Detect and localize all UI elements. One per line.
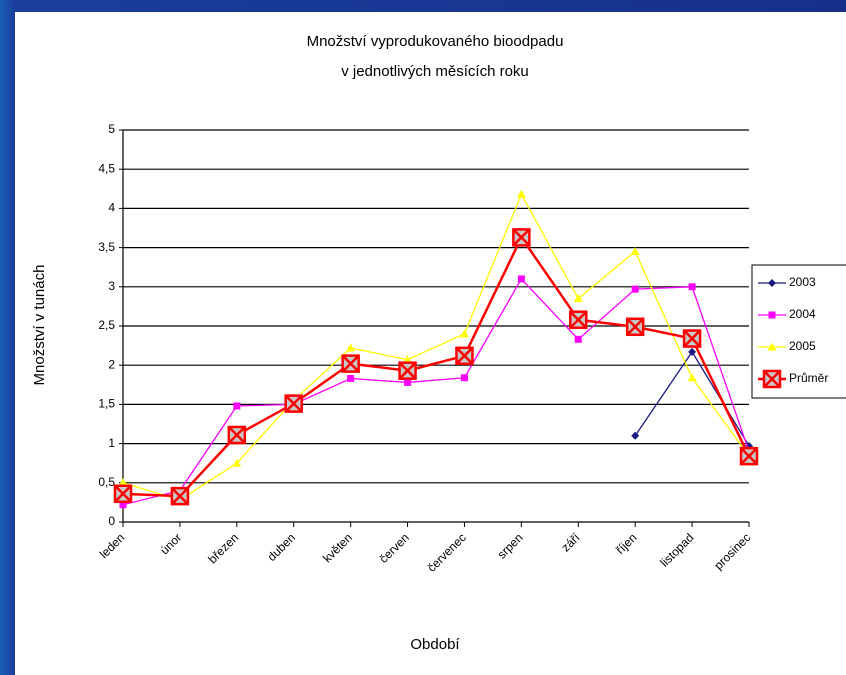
y-tick-label: 4,5 [98, 161, 115, 175]
y-tick-label: 1 [108, 436, 115, 450]
legend-label: 2005 [789, 339, 816, 353]
series-line [122, 277, 750, 506]
marker [516, 189, 526, 198]
marker-cross [456, 347, 473, 364]
marker [767, 342, 777, 351]
marker [460, 374, 468, 382]
series-line [122, 192, 750, 501]
marker-cross [115, 485, 131, 502]
marker [227, 425, 247, 445]
marker [232, 458, 242, 467]
marker [404, 378, 412, 386]
marker [768, 279, 776, 287]
marker-cross [513, 229, 530, 246]
chart-background [15, 12, 846, 675]
marker-cross [342, 355, 359, 372]
marker [284, 394, 303, 413]
marker [569, 310, 588, 329]
y-tick-label: 2 [108, 357, 115, 371]
y-tick-label: 2,5 [98, 318, 115, 332]
y-tick-label: 1,5 [98, 397, 115, 411]
marker [768, 311, 776, 319]
y-tick-label: 4 [108, 201, 115, 215]
marker-cross [684, 330, 700, 347]
legend-label: Průměr [789, 371, 828, 385]
marker-cross [172, 488, 188, 505]
marker-cross [741, 448, 757, 465]
marker [113, 484, 133, 504]
y-tick-label: 0,5 [98, 475, 115, 489]
marker [512, 228, 531, 247]
marker-cross [570, 311, 587, 328]
y-axis-title: Množství v tunách [31, 265, 48, 386]
marker [459, 329, 469, 338]
marker-cross [399, 362, 416, 379]
marker-cross [627, 318, 644, 335]
marker [119, 501, 127, 509]
marker [630, 247, 640, 256]
chart-subtitle: v jednotlivých měsících roku [341, 63, 529, 80]
marker [233, 402, 241, 410]
marker [574, 335, 582, 343]
marker [398, 361, 417, 380]
y-tick-label: 3,5 [98, 240, 115, 254]
marker [403, 355, 413, 364]
marker [573, 294, 583, 303]
marker [517, 275, 525, 283]
marker [762, 369, 782, 389]
marker [682, 329, 702, 348]
marker [118, 478, 128, 487]
marker-cross [228, 427, 245, 443]
marker [688, 283, 696, 291]
marker [631, 285, 639, 293]
marker [170, 486, 190, 506]
y-tick-label: 0 [108, 514, 115, 528]
chart-title: Množství vyprodukovaného bioodpadu [307, 33, 564, 50]
legend-label: 2004 [789, 307, 816, 321]
marker [347, 375, 355, 383]
marker [341, 354, 360, 373]
marker [688, 347, 697, 356]
series-line [122, 234, 751, 498]
marker-cross [285, 395, 302, 412]
marker [455, 346, 474, 366]
marker-cross [764, 371, 780, 387]
marker [631, 431, 640, 440]
y-tick-label: 3 [108, 279, 115, 293]
marker [687, 373, 697, 382]
legend-label: 2003 [789, 275, 816, 289]
marker [625, 317, 645, 337]
marker [739, 446, 759, 466]
marker [346, 343, 356, 352]
x-axis-title: Období [410, 636, 460, 653]
y-tick-label: 5 [108, 122, 115, 136]
